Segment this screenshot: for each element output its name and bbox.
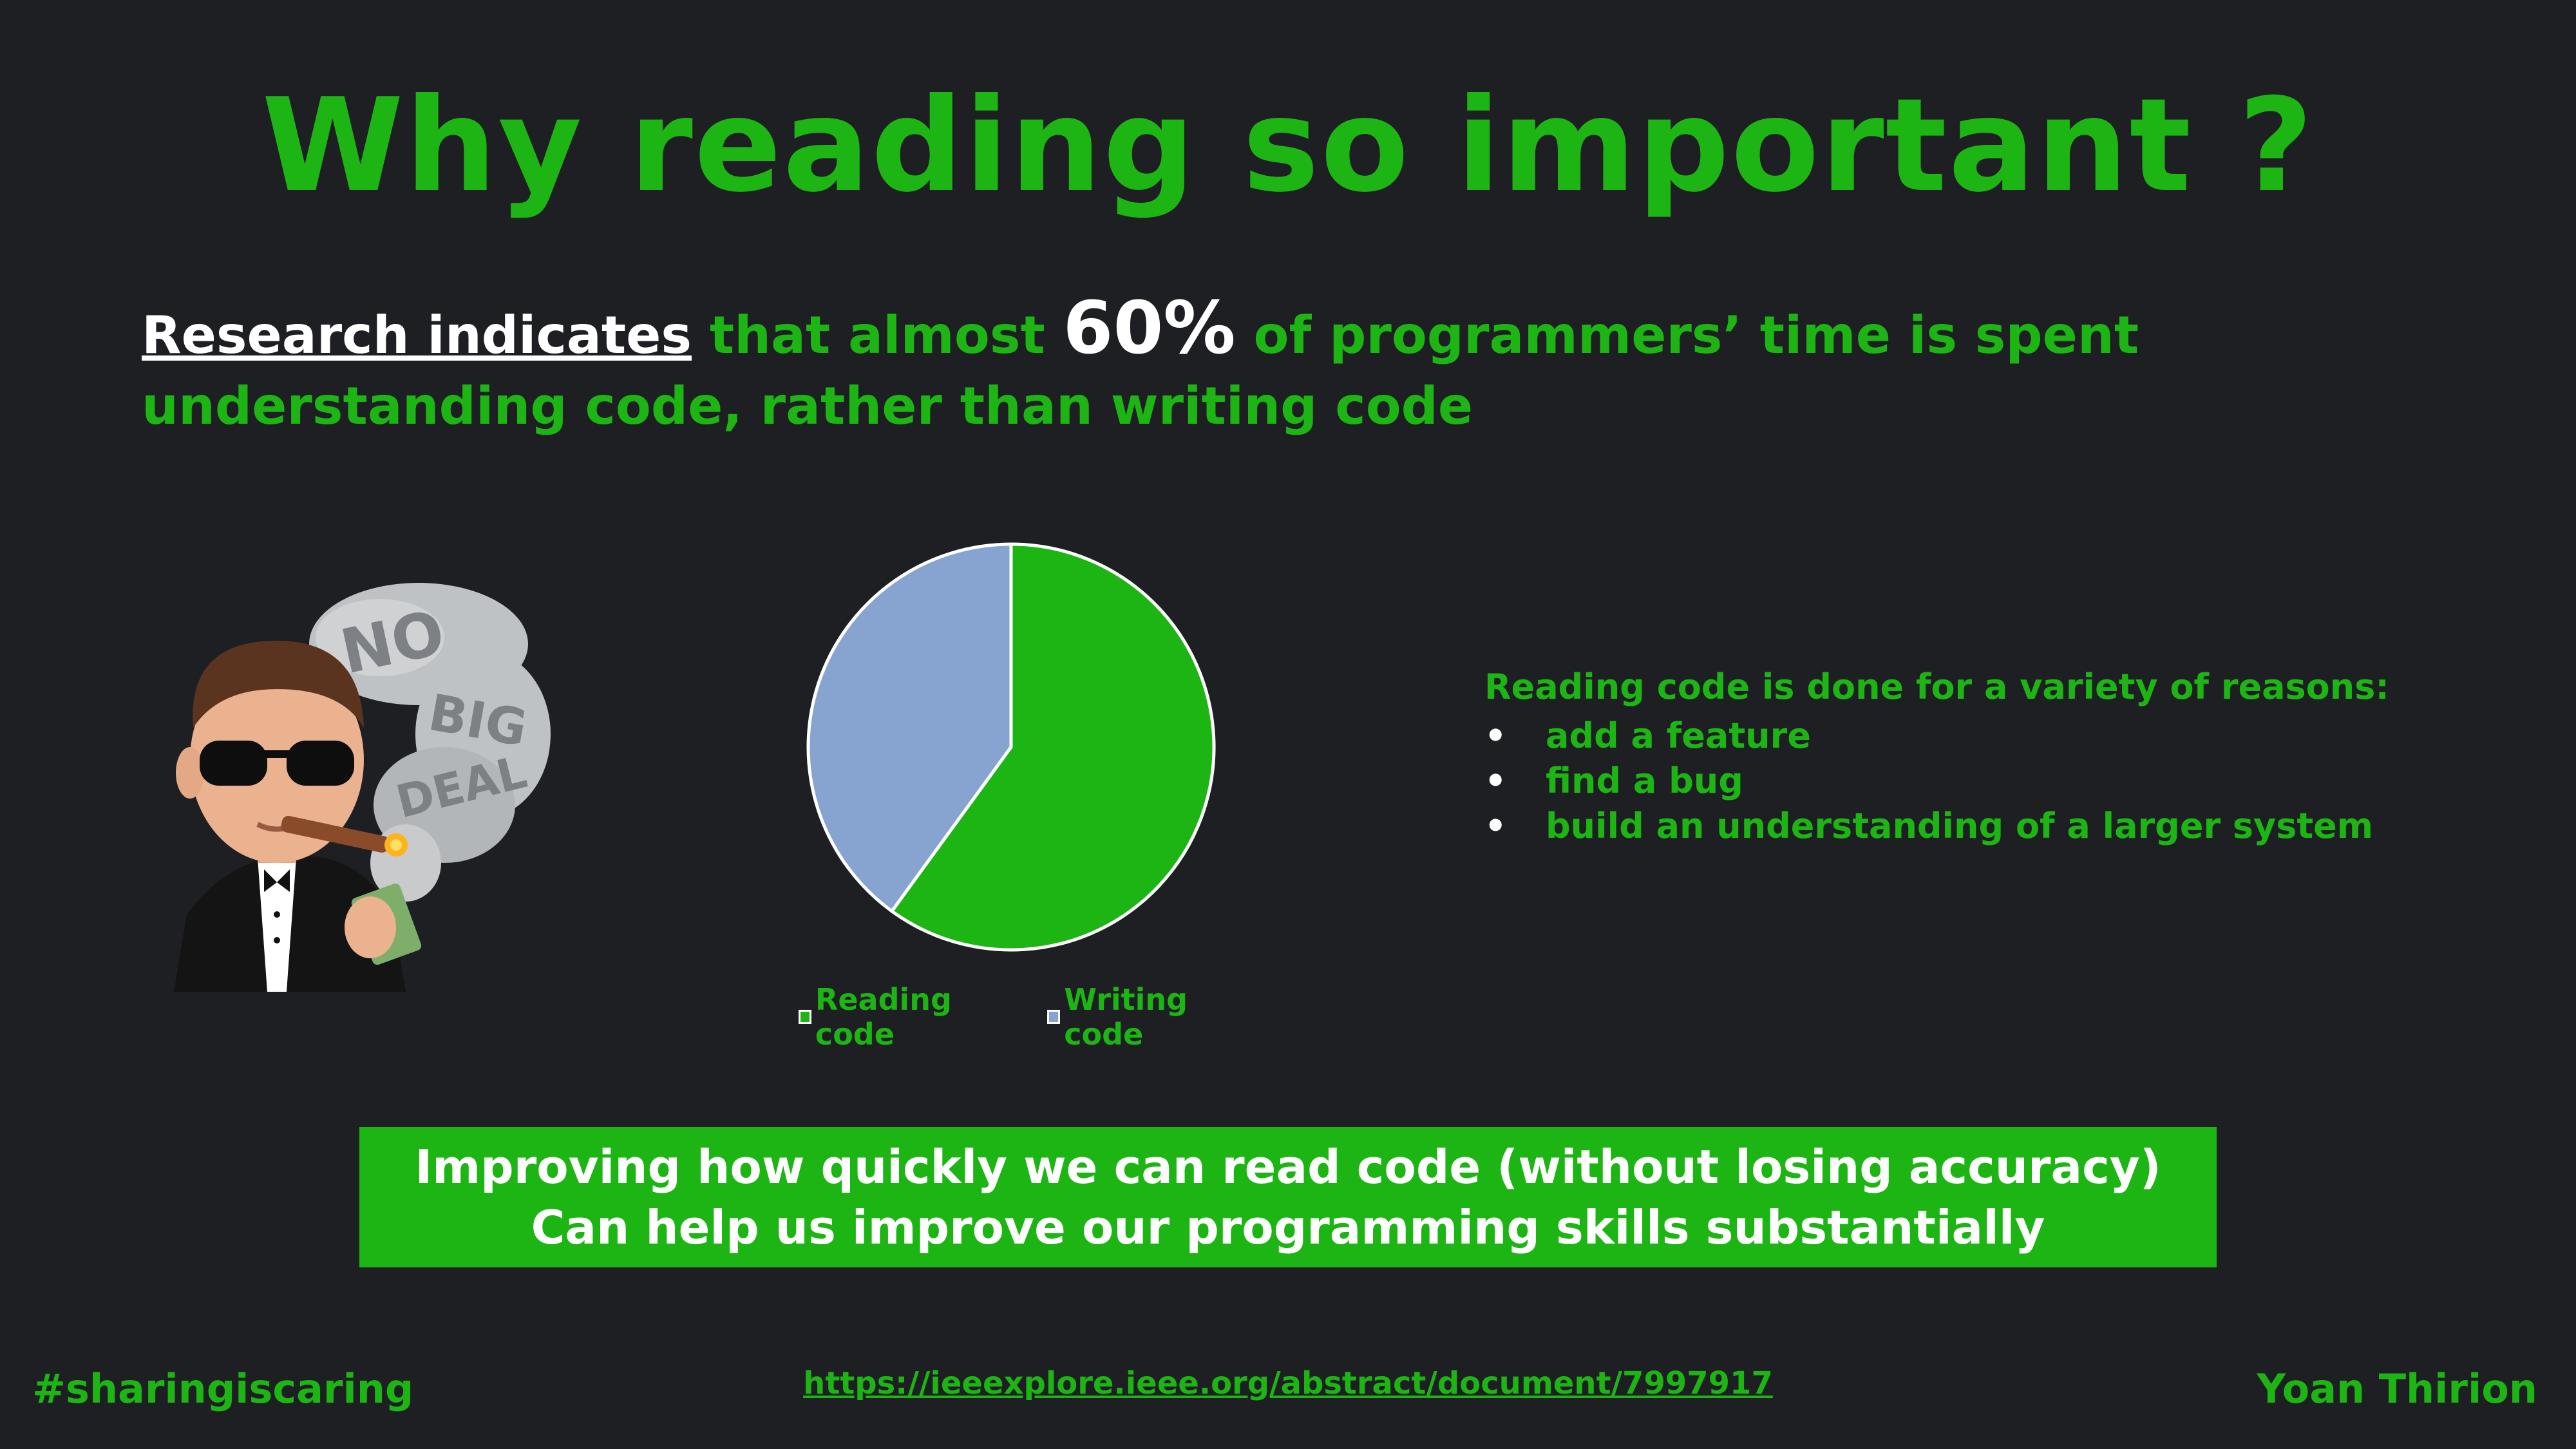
chart-legend: Reading code Writing code	[799, 982, 1249, 1052]
intro-part-1: that almost	[691, 305, 1063, 365]
avatar-illustration: NO BIG DEAL	[174, 583, 551, 992]
intro-part-2: of programmers’ time is spent understand…	[142, 305, 2139, 436]
footer-author: Yoan Thirion	[2257, 1365, 2537, 1412]
legend-swatch-reading	[799, 1010, 811, 1024]
pie-slice-writing-code	[806, 542, 1013, 914]
reasons-block: Reading code is done for a variety of re…	[1484, 667, 2450, 849]
pie-slice-reading-code	[889, 542, 1216, 952]
intro-percent: 60%	[1063, 287, 1236, 370]
list-item: find a bug	[1484, 759, 2450, 804]
footer-reference-link[interactable]: https://ieeexplore.ieee.org/abstract/doc…	[803, 1365, 1773, 1401]
legend-item-writing: Writing code	[1047, 982, 1249, 1052]
legend-label-writing: Writing code	[1064, 982, 1188, 1052]
pie-chart	[799, 535, 1224, 960]
list-item: add a feature	[1484, 714, 2450, 759]
pie-chart-svg	[806, 542, 1216, 952]
intro-text: Research indicates that almost 60% of pr…	[142, 292, 2460, 442]
smoke-cloud-icon: NO BIG DEAL	[309, 583, 551, 902]
legend-label-reading: Reading code	[815, 982, 952, 1052]
reasons-list: add a feature find a bug build an unders…	[1484, 714, 2450, 849]
research-link[interactable]: Research indicates	[142, 305, 692, 365]
conclusion-banner: Improving how quickly we can read code (…	[359, 1127, 2217, 1267]
banner-line-1: Improving how quickly we can read code (…	[415, 1140, 2161, 1194]
legend-item-reading: Reading code	[799, 982, 1012, 1052]
reasons-heading: Reading code is done for a variety of re…	[1484, 667, 2389, 707]
footer-hashtag: #sharingiscaring	[32, 1365, 414, 1412]
banner-line-2: Can help us improve our programming skil…	[531, 1200, 2045, 1255]
slide-title: Why reading so important ?	[261, 71, 2315, 221]
list-item: build an understanding of a larger syste…	[1484, 804, 2450, 849]
legend-swatch-writing	[1047, 1010, 1061, 1024]
